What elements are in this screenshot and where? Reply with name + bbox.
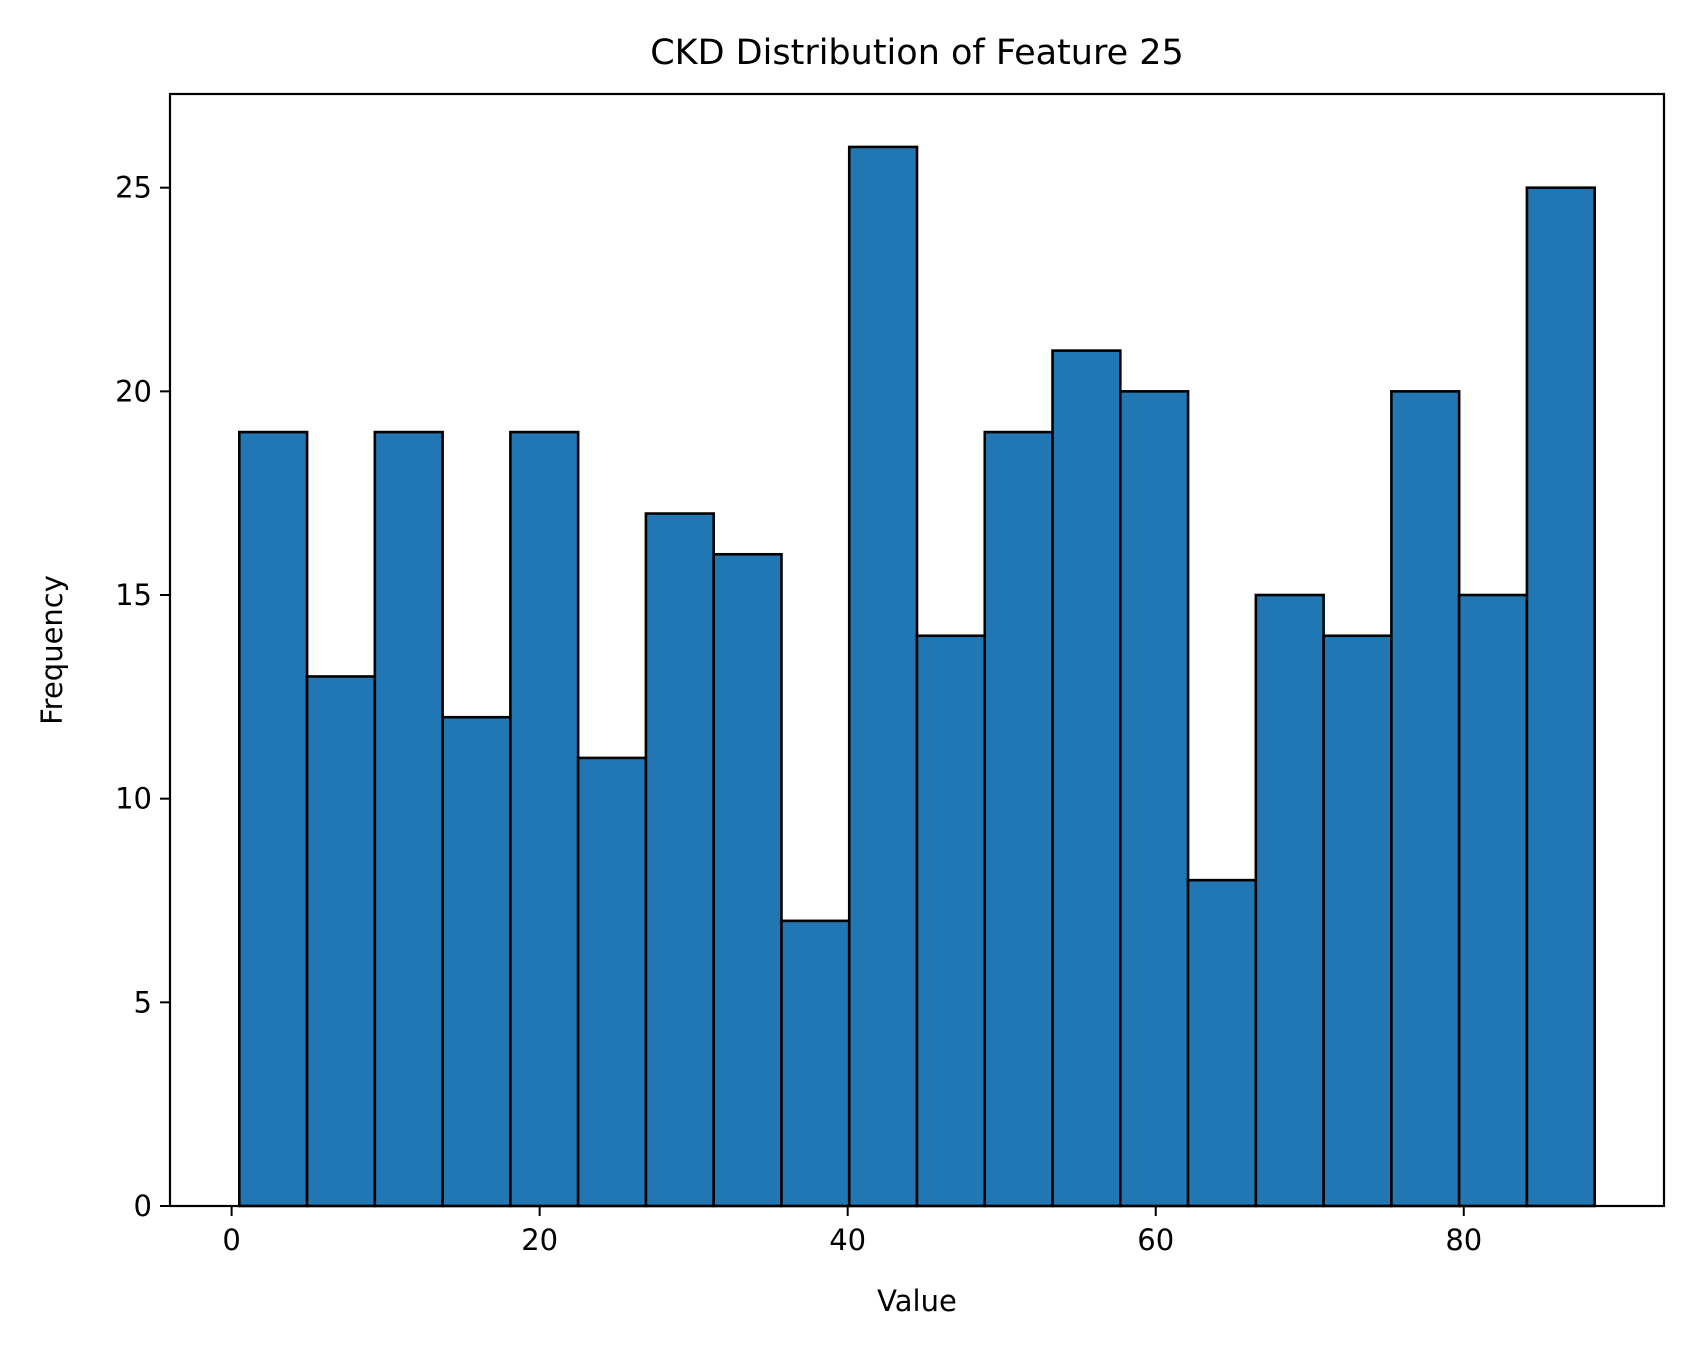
histogram-bar [1254,593,1325,1208]
histogram-bar [780,919,851,1208]
y-axis-ticks: 0 5 10 15 20 25 [115,171,170,1223]
x-tick-label: 20 [521,1223,558,1257]
histogram-bar [238,430,309,1208]
histogram-bar [847,145,919,1208]
x-tick-label: 0 [222,1223,240,1257]
histogram-bar [1186,878,1258,1208]
bars-layer [238,145,1596,1208]
histogram-bar [644,512,715,1208]
y-tick-label: 15 [115,578,152,612]
y-tick-label: 10 [115,782,152,816]
chart-title: CKD Distribution of Feature 25 [650,33,1184,73]
axes-frame [168,92,1666,1208]
y-tick-label: 0 [134,1189,152,1223]
histogram-bar [576,756,648,1208]
y-axis-label: Frequency [35,575,69,725]
histogram-bar [983,430,1054,1208]
x-tick-label: 80 [1445,1223,1482,1257]
y-tick-label: 5 [134,985,152,1019]
histogram-bar [305,675,377,1208]
x-tick-label: 60 [1137,1223,1174,1257]
histogram-bar [1457,593,1529,1208]
y-tick-label: 20 [115,374,152,408]
histogram-bar [1119,390,1190,1208]
histogram-bar [1525,186,1596,1208]
histogram-bar [1322,634,1393,1208]
histogram-bar [373,430,444,1208]
histogram-bar [915,634,987,1208]
histogram-bar [712,552,783,1208]
x-axis-ticks: 0 20 40 60 80 [222,1206,1482,1257]
histogram-bar [441,715,512,1208]
histogram-bar [509,430,580,1208]
y-tick-label: 25 [115,171,152,205]
histogram-bar [1390,390,1461,1208]
x-axis-label: Value [877,1284,957,1318]
x-tick-label: 40 [829,1223,866,1257]
histogram-bar [1051,349,1122,1208]
